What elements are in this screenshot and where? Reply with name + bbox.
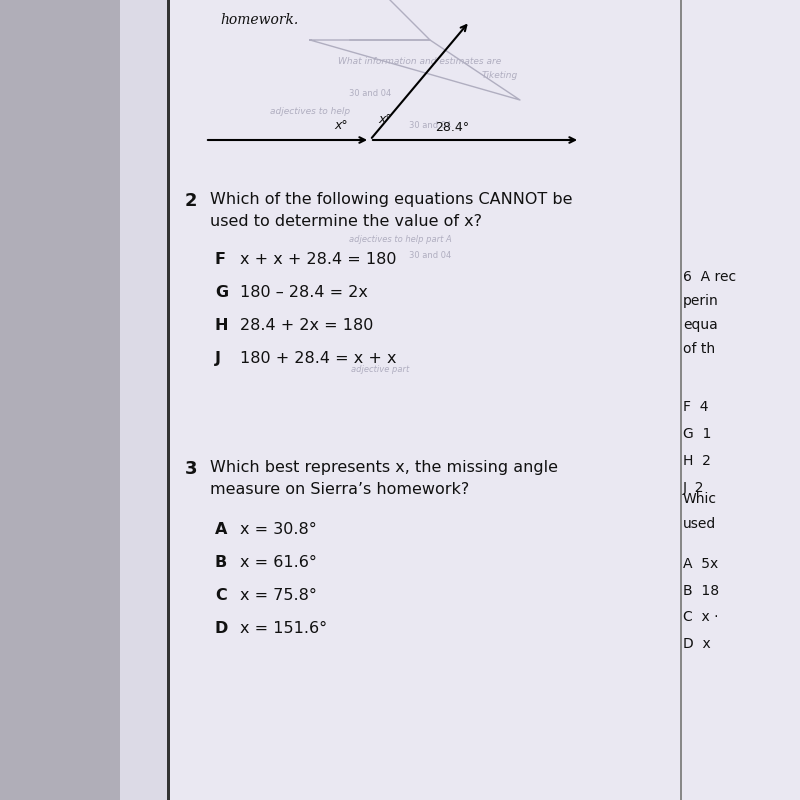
Text: H: H [215, 318, 229, 333]
Text: Which best represents x, the missing angle: Which best represents x, the missing ang… [210, 460, 558, 475]
Bar [680, 0, 682, 800]
Text: A  5x: A 5x [683, 557, 718, 571]
Bar [170, 0, 680, 800]
Bar [120, 0, 170, 800]
Text: adjectives to help part A: adjectives to help part A [349, 235, 451, 245]
Text: G: G [215, 285, 228, 300]
Text: C  x ·: C x · [683, 610, 718, 624]
Text: perin: perin [683, 294, 718, 308]
Bar [167, 0, 170, 800]
Text: H  2: H 2 [683, 454, 711, 468]
Text: F  4: F 4 [683, 400, 709, 414]
Text: homework.: homework. [220, 13, 298, 27]
Text: used: used [683, 517, 716, 531]
Text: C: C [215, 588, 226, 603]
Text: 28.4°: 28.4° [435, 121, 469, 134]
Text: D: D [215, 621, 228, 636]
Text: x°: x° [334, 119, 348, 132]
Text: used to determine the value of ​x?: used to determine the value of ​x? [210, 214, 482, 229]
Text: 6  A rec: 6 A rec [683, 270, 736, 284]
Text: x = 30.8°: x = 30.8° [240, 522, 317, 537]
Text: 30 and 04: 30 and 04 [409, 121, 451, 130]
Text: adjective part: adjective part [351, 366, 409, 374]
Text: Whic: Whic [683, 492, 717, 506]
Text: J  2: J 2 [683, 481, 705, 495]
Text: What information and estimates are: What information and estimates are [338, 58, 502, 66]
Text: B: B [215, 555, 227, 570]
Text: measure on Sierra’s homework?: measure on Sierra’s homework? [210, 482, 470, 497]
Text: Which of the following equations CANNOT be: Which of the following equations CANNOT … [210, 192, 573, 207]
Text: 2: 2 [185, 192, 198, 210]
Text: adjectives to help: adjectives to help [270, 107, 350, 117]
Text: x°: x° [378, 113, 392, 126]
Text: 3: 3 [185, 460, 198, 478]
Text: 180 + 28.4 = x + x: 180 + 28.4 = x + x [240, 351, 397, 366]
Text: 30 and 04: 30 and 04 [349, 90, 391, 98]
Text: x = 75.8°: x = 75.8° [240, 588, 317, 603]
Text: F: F [215, 252, 226, 267]
Text: 30 and 04: 30 and 04 [409, 251, 451, 261]
Text: equa: equa [683, 318, 718, 332]
Text: G  1: G 1 [683, 427, 711, 441]
Text: of th: of th [683, 342, 715, 356]
Text: 28.4 + 2x = 180: 28.4 + 2x = 180 [240, 318, 374, 333]
Text: D  x: D x [683, 637, 710, 651]
Text: x = 151.6°: x = 151.6° [240, 621, 327, 636]
Text: J: J [215, 351, 221, 366]
Text: 180 – 28.4 = 2x: 180 – 28.4 = 2x [240, 285, 368, 300]
Text: Tiketing: Tiketing [482, 71, 518, 81]
Text: x = 61.6°: x = 61.6° [240, 555, 317, 570]
Bar [0, 0, 120, 800]
Text: x + x + 28.4 = 180: x + x + 28.4 = 180 [240, 252, 397, 267]
Text: A: A [215, 522, 227, 537]
Text: B  18: B 18 [683, 584, 719, 598]
Bar [682, 0, 800, 800]
